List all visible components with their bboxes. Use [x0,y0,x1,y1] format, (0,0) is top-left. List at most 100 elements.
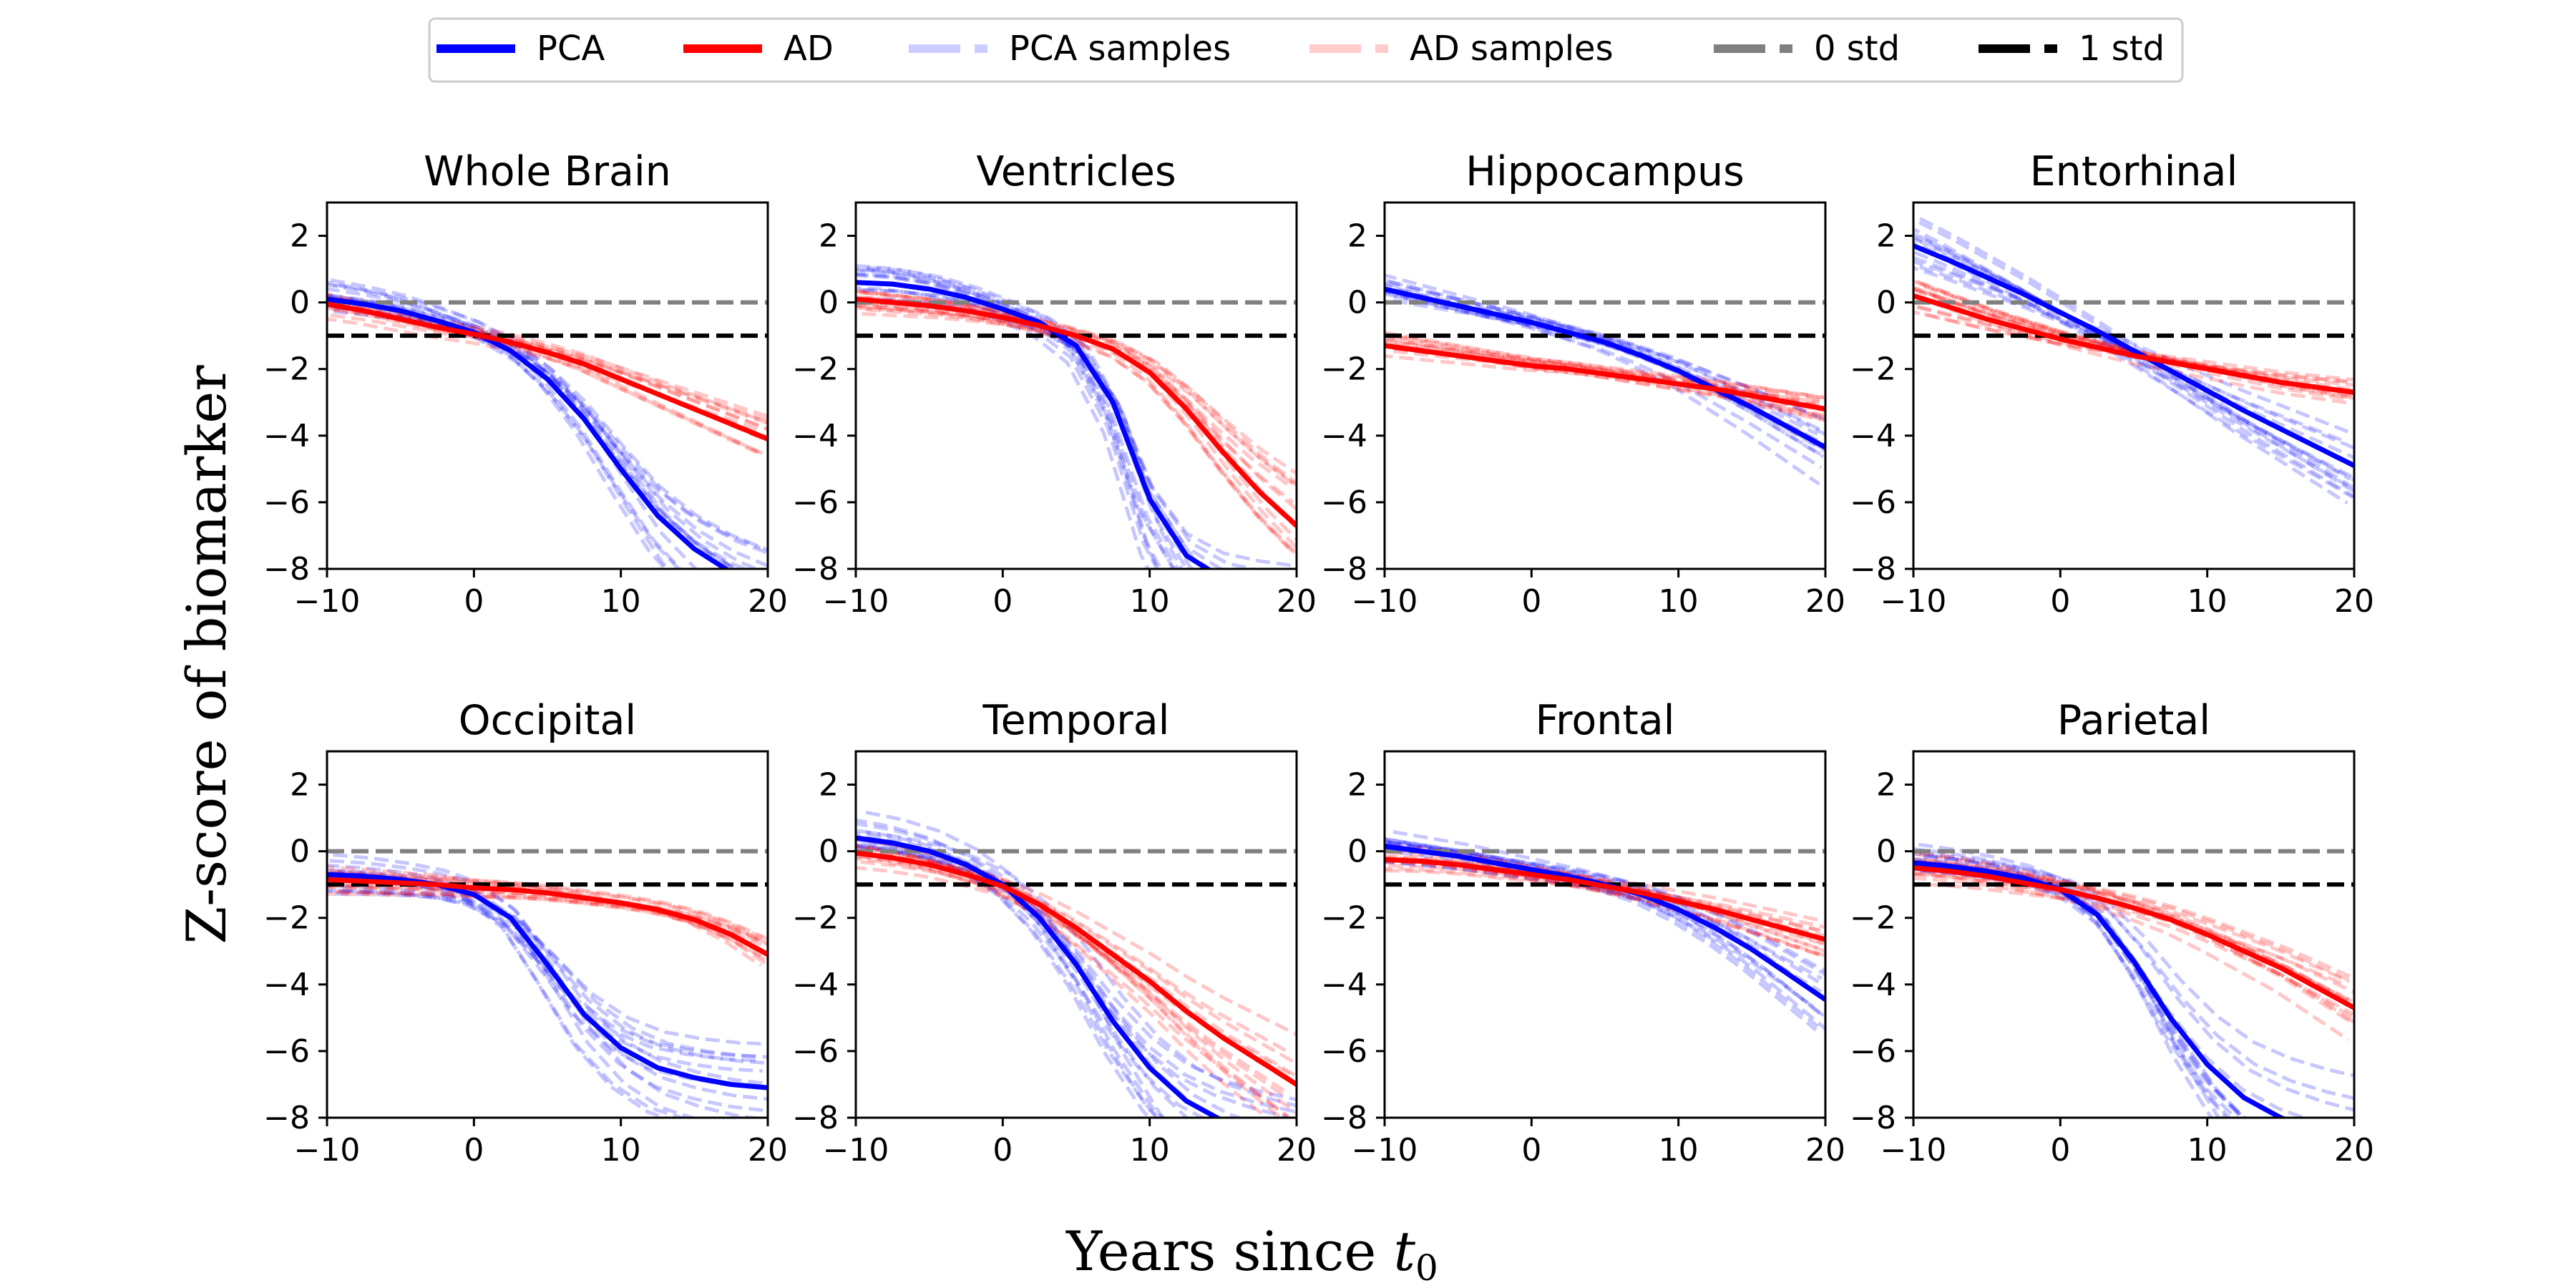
pca-sample-line [1913,867,2238,1118]
pca-sample-line [856,831,1288,1118]
axes-frame [1912,750,2356,1119]
y-tick-label: 2 [1876,218,1896,255]
series-line-ad [856,296,1297,528]
x-tick-label: 0 [992,583,1013,620]
plot-area [856,810,1297,1118]
x-tick-label: 0 [1521,1132,1541,1169]
pca-sample-line [1913,259,2351,434]
pca-sample-line [1392,830,1825,1003]
y-tick-label: 2 [819,218,839,255]
y-tick-label: −2 [792,900,839,937]
pca-sample-line [857,829,1165,1118]
ad-sample-line [327,883,767,955]
pca-sample-line [856,272,1226,569]
y-tick-label: 2 [1347,767,1367,804]
ad-sample-line [856,303,1297,554]
y-tick-label: −4 [1321,418,1367,454]
ad-sample-line [856,288,1295,555]
pca-sample-line [327,280,668,569]
x-axis-label-text: Years since [1065,1219,1393,1283]
ad-sample-line [1913,871,2350,1042]
y-tick-label: −2 [263,351,310,388]
pca-sample-line [856,843,1206,1118]
x-tick-label: 0 [464,1132,484,1169]
legend: PCA AD PCA samples AD samples 0 std 1 std [428,17,2184,83]
y-tick-label: −4 [1850,967,1896,1003]
x-tick-label: 10 [601,1132,641,1169]
x-tick-label: −10 [1880,583,1947,620]
legend-label: PCA samples [1009,29,1231,69]
legend-item-1-std: 1 std [1979,29,2165,69]
ad-sample-line [1913,310,2347,384]
x-tick-label: 10 [1659,583,1699,620]
legend-label: 0 std [1814,29,1900,69]
pca-sample-line [1919,852,2354,1112]
ad-sample-line [1385,339,1816,406]
ad-sample-line [1385,854,1825,946]
y-tick-label: −6 [1850,484,1896,521]
pca-sample-line [860,844,1190,1118]
panel-title: Occipital [459,697,637,744]
y-axis-label: Z-score of biomarker [175,365,238,945]
x-tick-label: 10 [1130,1132,1170,1169]
series-line-ad [1385,857,1825,942]
x-tick-label: −10 [823,1132,889,1169]
y-tick-label: −2 [263,900,310,937]
series-line-pca [1913,243,2354,468]
axes-frame [854,201,1298,570]
pca-sample-line [1388,280,1825,452]
series-line-ad [327,877,768,957]
x-tick-label: 10 [1130,583,1170,620]
x-tick-label: 10 [2187,1132,2228,1169]
x-tick-label: −10 [823,583,889,620]
y-tick-label: −8 [1850,1100,1896,1136]
y-tick-label: −4 [792,418,839,454]
pca-sample-line [1385,848,1820,1013]
ad-sample-line [1913,876,2354,1016]
y-tick-label: −8 [792,1100,839,1136]
plot-area [1913,217,2354,505]
y-tick-label: −6 [1321,1033,1367,1070]
y-tick-label: −8 [263,1100,310,1136]
ad-sample-line [1923,857,2354,1009]
panel-title: Hippocampus [1465,148,1745,195]
x-tick-label: 10 [1659,1132,1699,1169]
axes-frame [326,201,769,570]
y-tick-label: −8 [792,551,839,587]
y-tick-label: 0 [290,834,310,870]
y-tick-label: 2 [819,767,839,804]
pca-sample-line [329,295,768,568]
panel-title: Temporal [982,697,1170,744]
axes-frame [1912,201,2356,570]
ad-sample-line [1392,857,1825,924]
plot-area [856,263,1297,569]
x-tick-label: 20 [2334,1132,2374,1169]
y-tick-label: −2 [1850,351,1896,388]
x-tick-label: 0 [1521,583,1541,620]
x-tick-label: 0 [464,583,484,620]
pca-sample-line [1392,298,1825,422]
x-axis-label-var: t [1393,1219,1415,1283]
ad-sample-line [858,306,1297,476]
pca-sample-line [332,283,737,569]
x-tick-label: 20 [2334,583,2374,620]
y-tick-label: −6 [792,1033,839,1070]
pca-sample-line [856,818,1159,1118]
y-tick-label: −2 [792,351,839,388]
pca-sample-line [327,884,759,1059]
pca-sample-line [856,846,1296,1114]
y-tick-label: 2 [290,218,310,255]
y-tick-label: 0 [819,285,839,321]
pca-sample-line [862,288,1214,569]
pca-sample-line [1913,265,2346,444]
x-tick-label: 20 [1277,583,1317,620]
plot-area [1913,842,2354,1118]
ad-sample-line [866,308,1297,530]
pca-sample-line [1913,227,2348,505]
series-line-ad [327,301,768,441]
